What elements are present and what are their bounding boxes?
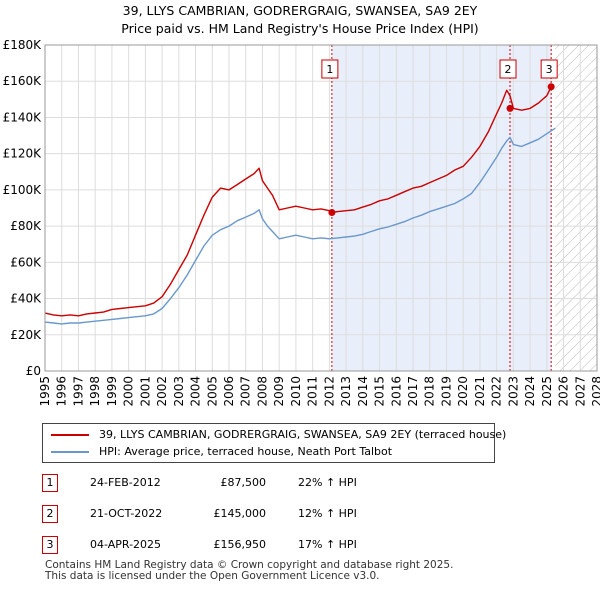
plot-frame (44, 44, 598, 372)
y-tick-label: £60K (10, 255, 42, 269)
sale-marker-label-3: 3 (546, 63, 553, 76)
y-tick-label: £40K (10, 292, 42, 306)
legend-label-property: 39, LLYS CAMBRIAN, GODRERGRAIG, SWANSEA,… (99, 428, 507, 441)
x-tick-label: 2020 (456, 376, 470, 407)
x-tick-label: 2000 (122, 376, 136, 407)
x-tick-label: 2003 (172, 376, 186, 407)
x-tick-label: 2027 (573, 376, 587, 407)
footer: Contains HM Land Registry data © Crown c… (45, 560, 453, 582)
sale-marker-box-1 (321, 59, 339, 79)
x-tick-label: 2018 (423, 376, 437, 407)
x-tick-label: 2005 (205, 376, 219, 407)
transaction-hpi-diff: 12% ↑ HPI (298, 507, 357, 520)
x-tick-label: 2016 (389, 376, 403, 407)
sale-point-1 (328, 209, 336, 217)
x-tick-label: 2021 (473, 376, 487, 407)
x-tick-label: 2019 (439, 376, 453, 407)
x-tick-label: 2023 (506, 376, 520, 407)
sale-marker-label-1: 1 (326, 63, 333, 76)
y-tick-label: £140K (3, 110, 43, 124)
chart-subtitle: Price paid vs. HM Land Registry's House … (121, 21, 479, 36)
y-tick-label: £0 (26, 364, 41, 378)
sale-marker-box-2 (499, 59, 517, 79)
y-tick-label: £80K (10, 219, 42, 233)
y-tick-label: £100K (3, 183, 43, 197)
x-tick-label: 2024 (523, 376, 537, 407)
footer-licence: This data is licensed under the Open Gov… (45, 570, 380, 582)
price-chart: £0 £20K £40K £60K £80K £100K £120K £140K £160K £1… (3, 38, 600, 407)
x-tick-label: 2012 (322, 376, 336, 407)
footer-copyright: Contains HM Land Registry data © Crown c… (45, 559, 454, 571)
x-tick-label: 2011 (306, 376, 320, 407)
x-tick-label: 2026 (557, 376, 571, 407)
legend-item-property: 39, LLYS CAMBRIAN, GODRERGRAIG, SWANSEA,… (51, 427, 506, 443)
transaction-hpi-diff: 22% ↑ HPI (298, 476, 357, 489)
chart-title: 39, LLYS CAMBRIAN, GODRERGRAIG, SWANSEA,… (0, 2, 600, 38)
transaction-badge: 1 (42, 474, 58, 492)
x-tick-label: 2004 (189, 376, 203, 407)
x-tick-label: 1999 (105, 376, 119, 407)
y-tick-label: £120K (3, 147, 43, 161)
y-tick-label: £180K (3, 38, 43, 52)
x-tick-label: 2028 (590, 376, 600, 407)
x-tick-label: 2025 (540, 376, 554, 407)
transaction-price: £87,500 (220, 476, 267, 489)
legend-swatch-hpi (51, 451, 89, 453)
transaction-badge: 3 (42, 536, 58, 554)
y-tick-label: £160K (3, 74, 43, 88)
chart-title-main: 39, LLYS CAMBRIAN, GODRERGRAIG, SWANSEA,… (122, 3, 478, 18)
sale-point-3 (547, 83, 555, 91)
x-tick-label: 2007 (239, 376, 253, 407)
x-tick-label: 2009 (272, 376, 286, 407)
x-tick-label: 2022 (490, 376, 504, 407)
legend: 39, LLYS CAMBRIAN, GODRERGRAIG, SWANSEA,… (42, 423, 506, 463)
legend-swatch-property (51, 434, 89, 436)
transaction-price: £145,000 (213, 507, 267, 520)
x-tick-label: 2008 (255, 376, 269, 407)
sale-marker-box-3 (540, 59, 558, 79)
transaction-date: 21-OCT-2022 (90, 507, 163, 520)
x-tick-label: 2015 (373, 376, 387, 407)
x-tick-label: 2006 (222, 376, 236, 407)
x-tick-label: 2013 (339, 376, 353, 407)
x-tick-label: 1996 (55, 376, 69, 407)
transaction-date: 04-APR-2025 (90, 538, 162, 551)
transaction-hpi-diff: 17% ↑ HPI (298, 538, 357, 551)
legend-label-hpi: HPI: Average price, terraced house, Neat… (99, 445, 393, 458)
x-tick-label: 2010 (289, 376, 303, 407)
transaction-date: 24-FEB-2012 (90, 476, 161, 489)
x-tick-label: 2001 (138, 376, 152, 407)
x-tick-label: 2017 (406, 376, 420, 407)
x-tick-label: 1995 (38, 376, 52, 407)
future-hatch (555, 45, 597, 371)
sale-point-2 (506, 104, 514, 112)
x-tick-label: 1997 (71, 376, 85, 407)
transaction-badge: 2 (42, 505, 58, 523)
y-tick-label: £20K (10, 328, 42, 342)
sale-marker-label-2: 2 (505, 63, 512, 76)
x-tick-label: 1998 (88, 376, 102, 407)
hpi-line (45, 127, 556, 325)
x-tick-label: 2014 (356, 376, 370, 407)
transaction-price: £156,950 (213, 538, 267, 551)
property-price-line (45, 86, 552, 317)
legend-item-hpi: HPI: Average price, terraced house, Neat… (51, 444, 392, 460)
x-tick-label: 2002 (155, 376, 169, 407)
